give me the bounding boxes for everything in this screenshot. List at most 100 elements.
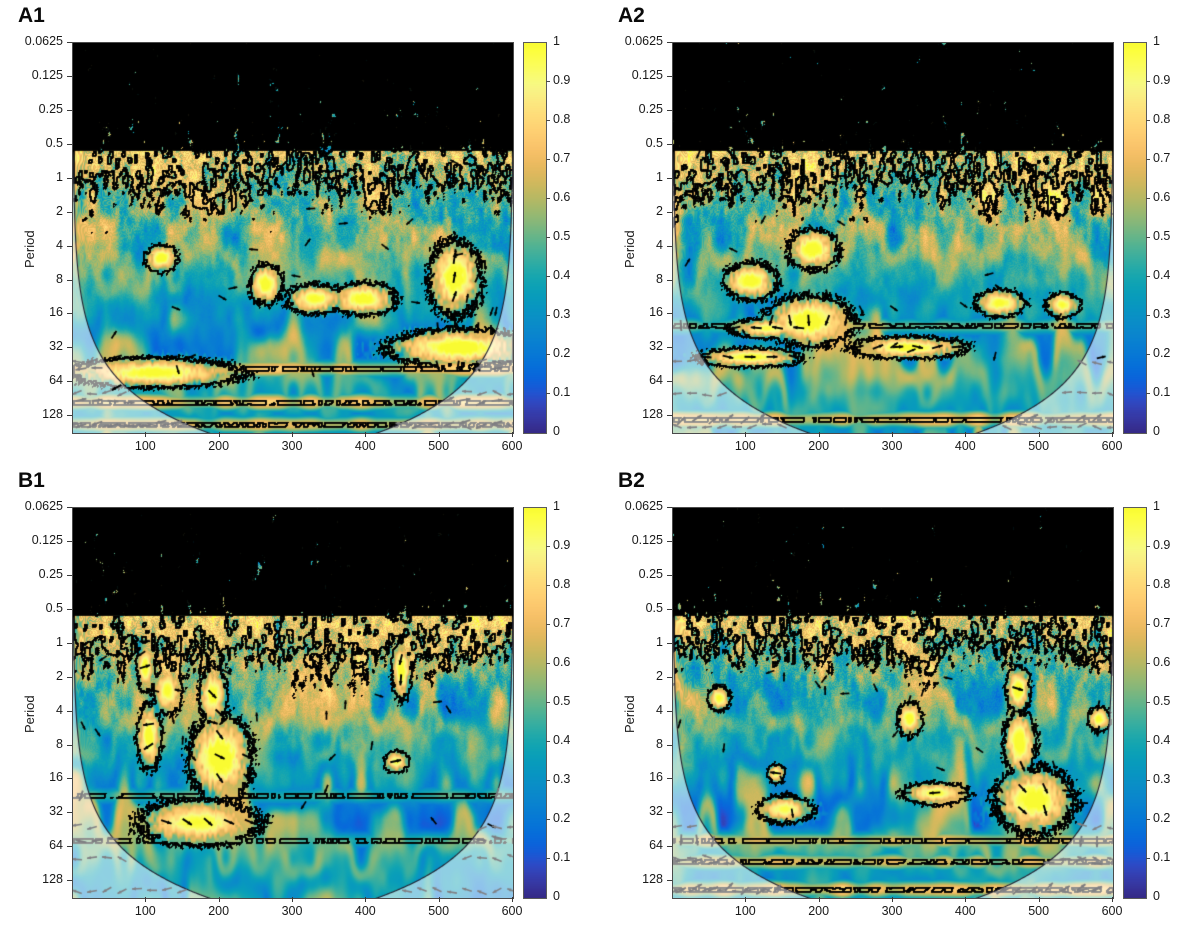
y-tick-label: 4 <box>656 702 663 717</box>
y-tick-label: 128 <box>42 872 63 887</box>
colorbar-tick-label: 0.8 <box>1153 577 1171 591</box>
y-tick-mark <box>667 880 672 882</box>
y-tick-label: 16 <box>49 770 63 785</box>
panel-label-a1: A1 <box>18 4 45 27</box>
y-tick-label: 0.0625 <box>624 499 663 513</box>
plot-area-a2 <box>672 42 1114 434</box>
y-tick-label: 2 <box>56 668 63 683</box>
y-tick-label: 32 <box>49 804 63 819</box>
x-tick-label: 300 <box>281 439 303 453</box>
panel-a1: A1 Period 0.0625 0.125 0.25 0.5 1 2 4 8 16 32 64 12… <box>0 0 600 464</box>
y-tick-label: 0.25 <box>638 101 663 116</box>
colorbar-tick-mark <box>546 546 550 547</box>
colorbar-tick-label: 0.3 <box>1153 772 1171 786</box>
plot-area-b1 <box>72 507 514 899</box>
colorbar-tick-label: 0.1 <box>553 850 571 864</box>
colorbar-tick-mark <box>546 780 550 781</box>
x-tick-label: 600 <box>501 904 523 918</box>
colorbar-tick-mark <box>546 237 550 238</box>
colorbar-tick-mark <box>546 354 550 355</box>
colorbar-tick-label: 0.2 <box>1153 811 1171 825</box>
y-tick-label: 32 <box>649 804 663 819</box>
x-tick-mark <box>365 897 367 902</box>
x-tick-mark <box>218 432 220 437</box>
colorbar-tick-label: 0.1 <box>553 385 571 399</box>
y-tick-label: 4 <box>56 237 63 252</box>
colorbar-tick-mark <box>1146 237 1150 238</box>
colorbar-tick-label: 0.5 <box>553 229 571 243</box>
colorbar-tick-mark <box>1146 276 1150 277</box>
colorbar-tick-label: 0.7 <box>553 151 571 165</box>
colorbar-tick-label: 0.2 <box>553 811 571 825</box>
x-tick-mark <box>512 432 513 437</box>
x-tick-mark <box>892 897 893 902</box>
colorbar-tick-label: 0 <box>553 424 560 438</box>
panel-b1: B1 Period 0.0625 0.125 0.25 0.5 1 2 4 8 16 32 64 12… <box>0 465 600 929</box>
y-tick-mark <box>667 574 672 576</box>
y-tick-mark <box>67 313 72 315</box>
y-tick-mark <box>67 211 72 213</box>
y-tick-mark <box>667 710 672 712</box>
y-tick-mark <box>667 211 672 213</box>
y-tick-label: 1 <box>56 169 63 184</box>
x-tick-label: 600 <box>501 439 523 453</box>
x-tick-mark <box>1038 897 1040 902</box>
colorbar-tick-mark <box>546 624 550 625</box>
x-tick-label: 600 <box>1101 439 1123 453</box>
x-tick-label: 500 <box>1028 439 1050 453</box>
colorbar-tick-label: 0 <box>1153 889 1160 903</box>
x-tick-mark <box>818 897 820 902</box>
y-tick-mark <box>667 846 672 848</box>
x-tick-label: 600 <box>1101 904 1123 918</box>
colorbar-b1 <box>523 507 547 899</box>
y-tick-mark <box>67 846 72 848</box>
colorbar-tick-label: 0.4 <box>1153 268 1171 282</box>
y-tick-label: 0.5 <box>45 600 63 615</box>
colorbar-tick-mark <box>1146 663 1150 664</box>
colorbar-tick-label: 0.1 <box>1153 385 1171 399</box>
y-tick-label: 0.0625 <box>24 34 63 48</box>
colorbar-tick-label: 0.4 <box>1153 733 1171 747</box>
y-tick-label: 64 <box>649 373 663 388</box>
y-tick-mark <box>67 778 72 780</box>
y-tick-label: 0.125 <box>631 67 663 82</box>
y-tick-label: 16 <box>649 770 663 785</box>
y-tick-label: 32 <box>649 339 663 354</box>
plot-area-b2 <box>672 507 1114 899</box>
x-tick-mark <box>1112 897 1113 902</box>
y-tick-mark <box>67 75 72 77</box>
y-tick-mark <box>667 381 672 383</box>
panel-label-a2: A2 <box>618 4 645 27</box>
y-tick-mark <box>67 381 72 383</box>
y-tick-label: 0.25 <box>638 566 663 581</box>
x-tick-mark <box>892 432 893 437</box>
y-tick-label: 8 <box>656 736 663 751</box>
y-tick-label: 0.25 <box>38 566 63 581</box>
y-tick-mark <box>67 347 72 349</box>
colorbar-tick-label: 0.4 <box>553 733 571 747</box>
y-tick-mark <box>667 744 672 746</box>
colorbar-tick-label: 0.8 <box>553 112 571 126</box>
y-tick-mark <box>67 676 72 678</box>
y-tick-label: 8 <box>56 271 63 286</box>
y-tick-label: 16 <box>49 305 63 320</box>
y-tick-mark <box>667 642 672 644</box>
y-tick-label: 0.25 <box>38 101 63 116</box>
colorbar-tick-mark <box>1146 546 1150 547</box>
y-tick-mark <box>67 812 72 814</box>
colorbar-tick-mark <box>546 585 550 586</box>
x-tick-mark <box>965 432 967 437</box>
x-tick-label: 400 <box>354 904 376 918</box>
colorbar-tick-mark <box>546 858 550 859</box>
y-tick-mark <box>67 880 72 882</box>
y-tick-mark <box>67 710 72 712</box>
colorbar-tick-mark <box>546 663 550 664</box>
y-tick-mark <box>667 109 672 111</box>
colorbar-tick-label: 0.2 <box>1153 346 1171 360</box>
colorbar-tick-label: 0.5 <box>1153 694 1171 708</box>
x-tick-label: 300 <box>881 904 903 918</box>
y-tick-label: 0.5 <box>645 600 663 615</box>
y-tick-label: 128 <box>642 407 663 422</box>
y-tick-mark <box>67 279 72 281</box>
